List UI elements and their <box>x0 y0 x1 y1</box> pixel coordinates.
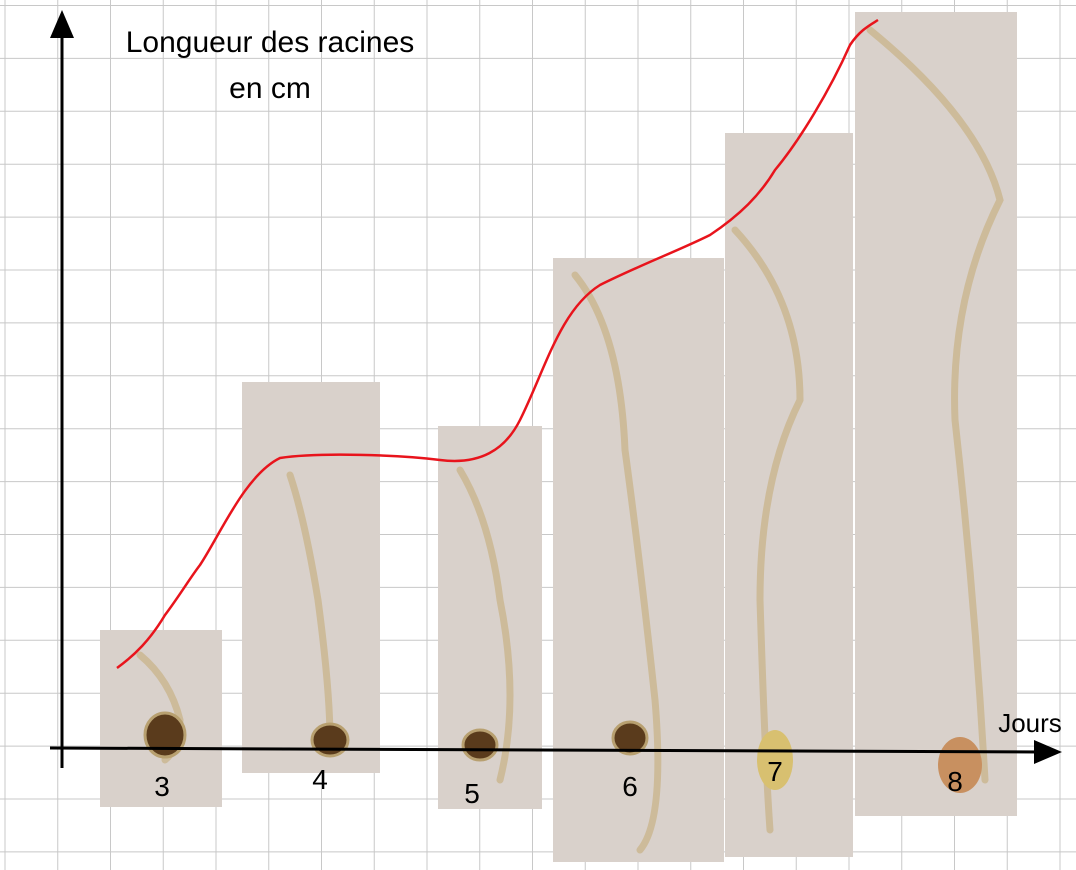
root-day-6 <box>571 271 662 854</box>
x-axis-label: Jours <box>998 708 1062 738</box>
day-label: 6 <box>622 771 638 802</box>
y-axis-arrow <box>50 10 74 38</box>
y-axis-label: en cm <box>229 72 311 105</box>
photo-day-8 <box>855 12 1017 816</box>
x-axis <box>49 746 1041 754</box>
seed <box>757 730 793 790</box>
growth-curve <box>116 18 879 670</box>
day-label: 7 <box>767 756 783 787</box>
seed <box>461 728 499 762</box>
photo-day-7 <box>725 133 853 857</box>
root-day-8 <box>866 26 1004 784</box>
y-axis-label: Longueur des racines <box>126 26 415 59</box>
seed <box>143 711 187 759</box>
root-day-5 <box>456 466 514 784</box>
photos <box>100 12 1017 862</box>
root-day-4 <box>286 471 334 744</box>
seed <box>611 720 649 756</box>
day-label: 5 <box>464 778 480 809</box>
axes <box>49 10 1062 768</box>
seed <box>310 722 350 758</box>
day-label: 4 <box>312 764 328 795</box>
day-label: 8 <box>947 766 963 797</box>
x-axis-arrow <box>1034 740 1062 764</box>
day-label: 3 <box>154 771 170 802</box>
